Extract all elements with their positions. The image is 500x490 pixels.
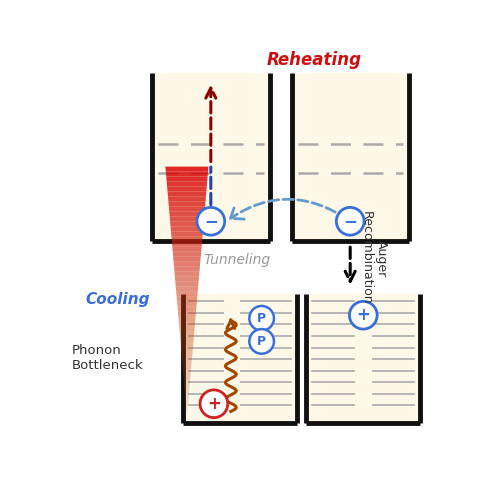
- Text: −: −: [204, 212, 218, 230]
- Polygon shape: [167, 187, 207, 192]
- Polygon shape: [185, 392, 189, 397]
- Polygon shape: [166, 182, 207, 187]
- Polygon shape: [186, 412, 188, 417]
- Text: −: −: [344, 212, 357, 230]
- Polygon shape: [170, 217, 204, 221]
- Text: Tunneling: Tunneling: [204, 253, 270, 267]
- Text: Phonon
Bottleneck: Phonon Bottleneck: [72, 343, 143, 372]
- Circle shape: [200, 390, 228, 417]
- Bar: [306, 294, 420, 423]
- Polygon shape: [166, 172, 208, 176]
- Polygon shape: [173, 257, 201, 262]
- Polygon shape: [186, 407, 188, 412]
- Polygon shape: [174, 262, 201, 267]
- Polygon shape: [172, 246, 202, 252]
- Polygon shape: [169, 207, 205, 212]
- Polygon shape: [166, 167, 208, 172]
- Polygon shape: [183, 372, 191, 377]
- Polygon shape: [172, 237, 202, 242]
- Polygon shape: [179, 322, 195, 327]
- Circle shape: [350, 301, 377, 329]
- Circle shape: [336, 207, 364, 235]
- Polygon shape: [170, 221, 204, 227]
- FancyArrowPatch shape: [230, 199, 348, 220]
- Polygon shape: [175, 277, 199, 282]
- Polygon shape: [184, 387, 190, 392]
- Polygon shape: [186, 402, 188, 407]
- Text: P: P: [257, 312, 266, 325]
- Polygon shape: [177, 302, 197, 307]
- Polygon shape: [178, 317, 196, 322]
- Polygon shape: [170, 227, 203, 232]
- Polygon shape: [182, 352, 192, 357]
- Polygon shape: [180, 342, 194, 347]
- Polygon shape: [172, 242, 202, 246]
- Polygon shape: [171, 232, 203, 237]
- Polygon shape: [168, 192, 206, 196]
- Circle shape: [250, 306, 274, 331]
- Bar: [183, 294, 297, 423]
- Polygon shape: [182, 362, 192, 367]
- Polygon shape: [174, 267, 200, 272]
- Circle shape: [197, 207, 224, 235]
- Polygon shape: [180, 337, 194, 342]
- Polygon shape: [181, 347, 193, 352]
- Text: Reheating: Reheating: [266, 51, 362, 69]
- Bar: [292, 73, 410, 241]
- Text: Auger
Recombination: Auger Recombination: [360, 211, 388, 305]
- Polygon shape: [174, 272, 200, 277]
- Polygon shape: [170, 212, 204, 217]
- Polygon shape: [176, 287, 198, 292]
- Polygon shape: [168, 196, 206, 202]
- Polygon shape: [172, 252, 201, 257]
- Text: +: +: [356, 306, 370, 324]
- Circle shape: [250, 329, 274, 354]
- Polygon shape: [180, 332, 194, 337]
- Polygon shape: [176, 282, 199, 287]
- Text: Cooling: Cooling: [86, 292, 150, 307]
- Polygon shape: [176, 292, 198, 297]
- Polygon shape: [178, 312, 196, 317]
- Polygon shape: [184, 382, 190, 387]
- Polygon shape: [182, 357, 192, 362]
- Polygon shape: [166, 176, 207, 182]
- Polygon shape: [176, 297, 198, 302]
- Text: +: +: [207, 395, 221, 413]
- Bar: [152, 73, 270, 241]
- Polygon shape: [185, 397, 188, 402]
- Text: P: P: [257, 335, 266, 348]
- Polygon shape: [179, 327, 194, 332]
- Polygon shape: [184, 377, 190, 382]
- Polygon shape: [182, 367, 192, 372]
- Polygon shape: [168, 202, 205, 207]
- Polygon shape: [178, 307, 197, 312]
